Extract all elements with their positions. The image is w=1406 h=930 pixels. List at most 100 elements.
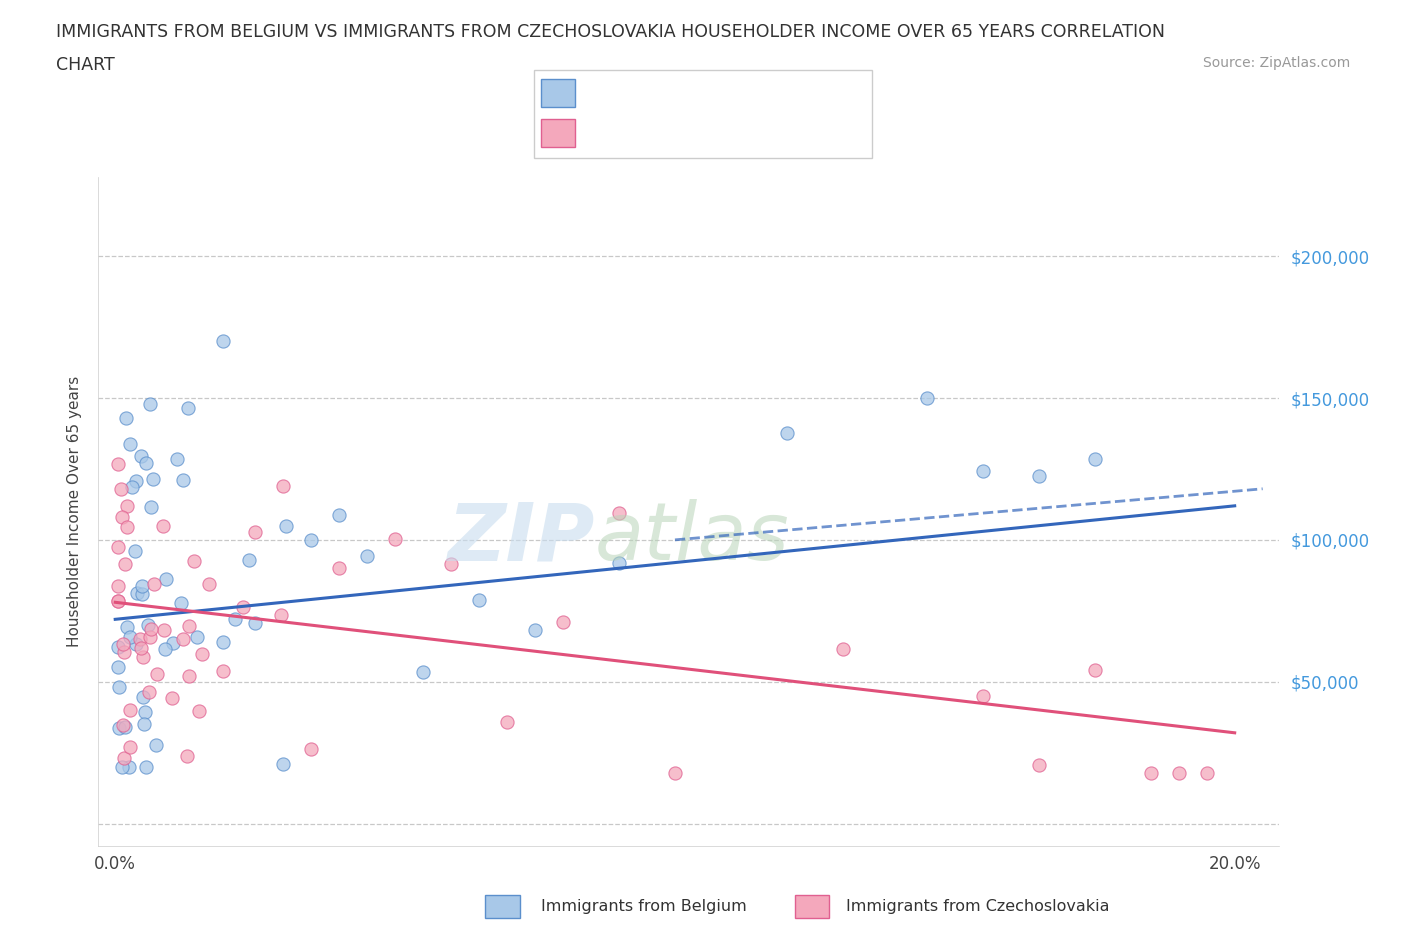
Text: N =: N = xyxy=(737,126,770,140)
Point xyxy=(187,703,209,718)
Point xyxy=(135,760,157,775)
Point xyxy=(107,680,129,695)
Point xyxy=(107,457,129,472)
Bar xyxy=(794,895,830,918)
Point xyxy=(115,520,138,535)
Point xyxy=(299,533,322,548)
Text: atlas: atlas xyxy=(595,499,789,578)
Point xyxy=(107,578,129,593)
Point xyxy=(831,642,853,657)
Point xyxy=(177,401,200,416)
Text: R =: R = xyxy=(582,86,614,100)
Point xyxy=(1028,469,1050,484)
Text: Immigrants from Czechoslovakia: Immigrants from Czechoslovakia xyxy=(846,899,1109,914)
Text: 56: 56 xyxy=(778,86,797,100)
Point xyxy=(1167,765,1189,780)
Point xyxy=(115,619,138,634)
Text: ZIP: ZIP xyxy=(447,499,595,578)
Point xyxy=(384,532,406,547)
Point xyxy=(138,684,160,699)
Point xyxy=(186,630,208,644)
Text: CHART: CHART xyxy=(56,56,115,73)
Text: -0.244: -0.244 xyxy=(636,126,685,140)
Text: 55: 55 xyxy=(787,126,807,140)
Text: R =: R = xyxy=(582,126,614,140)
Point xyxy=(198,576,221,591)
Point xyxy=(118,739,141,754)
Point xyxy=(131,579,153,594)
Point xyxy=(271,478,294,493)
Point xyxy=(112,718,135,733)
Point xyxy=(139,396,162,411)
Point xyxy=(128,631,150,646)
Point xyxy=(274,518,297,533)
Point xyxy=(270,607,292,622)
Point xyxy=(412,665,434,680)
Point xyxy=(191,646,214,661)
Point xyxy=(110,482,132,497)
Point xyxy=(1084,451,1107,466)
Point xyxy=(134,704,156,719)
Point xyxy=(107,659,129,674)
Point xyxy=(1084,663,1107,678)
Point xyxy=(155,572,177,587)
Point xyxy=(132,649,155,664)
Point xyxy=(356,549,378,564)
Point xyxy=(607,555,630,570)
Point xyxy=(145,738,167,753)
Point xyxy=(299,741,322,756)
Point xyxy=(972,463,994,478)
Point xyxy=(134,716,156,731)
Point xyxy=(160,691,183,706)
Point xyxy=(211,664,233,679)
Point xyxy=(524,623,547,638)
Point xyxy=(172,472,194,487)
Point xyxy=(135,456,157,471)
Point xyxy=(110,760,132,775)
Point xyxy=(328,508,350,523)
Point xyxy=(120,437,142,452)
Y-axis label: Householder Income Over 65 years: Householder Income Over 65 years xyxy=(66,376,82,647)
Point xyxy=(607,506,630,521)
Point xyxy=(328,561,350,576)
Point xyxy=(152,518,174,533)
Point xyxy=(166,451,188,466)
Point xyxy=(139,500,162,515)
Point xyxy=(915,391,938,405)
Point xyxy=(107,593,129,608)
Point xyxy=(107,721,129,736)
Point xyxy=(118,630,141,644)
Point xyxy=(107,539,129,554)
Point xyxy=(139,630,162,644)
Text: Immigrants from Belgium: Immigrants from Belgium xyxy=(541,899,747,914)
Point xyxy=(142,472,165,486)
Point xyxy=(114,719,136,734)
Point xyxy=(114,556,136,571)
Point xyxy=(468,592,491,607)
Point xyxy=(162,636,184,651)
Point xyxy=(115,410,138,425)
Text: 0.193: 0.193 xyxy=(636,86,679,100)
Point xyxy=(118,703,141,718)
Point xyxy=(124,543,146,558)
Point xyxy=(440,556,463,571)
Point xyxy=(1139,765,1161,780)
FancyBboxPatch shape xyxy=(534,70,872,158)
Point xyxy=(115,498,138,513)
Point xyxy=(112,644,135,659)
Point xyxy=(496,714,519,729)
Point xyxy=(124,473,146,488)
Point xyxy=(238,552,260,567)
Point xyxy=(125,585,148,600)
Point xyxy=(118,760,141,775)
Point xyxy=(138,618,160,632)
Point xyxy=(153,642,176,657)
Bar xyxy=(541,119,575,148)
Point xyxy=(664,765,686,780)
Point xyxy=(170,595,193,610)
Point xyxy=(131,586,153,601)
Point xyxy=(211,334,233,349)
Point xyxy=(243,525,266,539)
Point xyxy=(142,577,165,591)
Point xyxy=(232,599,254,614)
